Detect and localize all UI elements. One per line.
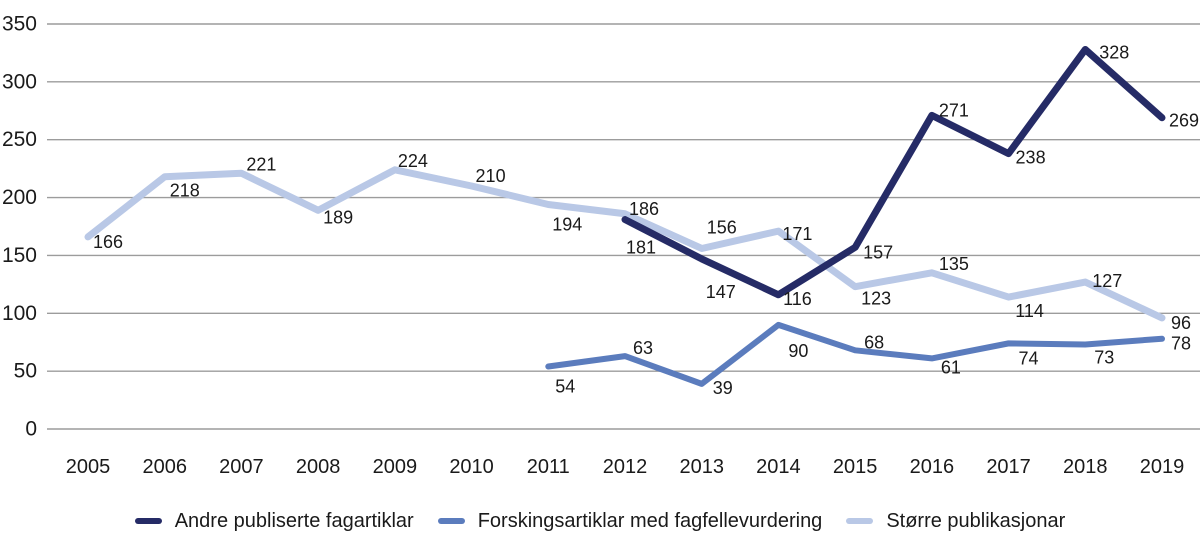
- data-label: 224: [398, 151, 428, 171]
- y-axis-tick-label: 300: [2, 70, 37, 93]
- y-axis-tick-label: 100: [2, 302, 37, 325]
- x-axis-tick-label: 2019: [1140, 456, 1185, 478]
- data-label: 157: [863, 242, 893, 262]
- data-label: 186: [629, 199, 659, 219]
- series-line-forskingsartiklar-med-fagfellevurdering: [545, 321, 1165, 387]
- x-axis-tick-label: 2008: [296, 456, 341, 478]
- data-label: 181: [626, 238, 656, 258]
- data-label: 171: [782, 224, 812, 244]
- legend-label: Større publikasjonar: [886, 509, 1066, 532]
- legend-swatch-medium-blue: [437, 518, 465, 524]
- data-label: 127: [1092, 271, 1122, 291]
- data-label: 73: [1094, 348, 1114, 368]
- legend-item-storre-publikasjonar: Større publikasjonar: [846, 510, 1065, 533]
- data-label: 328: [1099, 42, 1129, 62]
- data-label: 123: [861, 289, 891, 309]
- y-axis-tick-label: 0: [25, 418, 37, 441]
- data-label: 221: [246, 154, 276, 174]
- x-axis-tick-label: 2017: [986, 456, 1031, 478]
- data-label: 238: [1016, 148, 1046, 168]
- data-label: 68: [864, 332, 884, 352]
- x-axis-tick-label: 2013: [679, 456, 724, 478]
- x-axis-tick-label: 2014: [756, 456, 801, 478]
- data-label: 269: [1169, 111, 1199, 131]
- data-label: 147: [706, 282, 736, 302]
- data-label: 271: [939, 100, 969, 120]
- data-label: 210: [476, 166, 506, 186]
- x-axis-tick-label: 2009: [373, 456, 418, 478]
- y-axis-tick-label: 150: [2, 244, 37, 267]
- x-axis-tick-label: 2018: [1063, 456, 1108, 478]
- data-label: 189: [323, 207, 353, 227]
- data-label: 194: [552, 215, 582, 235]
- data-label: 156: [707, 217, 737, 237]
- x-axis-tick-label: 2011: [527, 456, 570, 478]
- data-label: 78: [1171, 334, 1191, 354]
- x-axis-tick-label: 2005: [66, 456, 111, 478]
- series-line-andre-publiserte-fagartiklar: [621, 45, 1166, 299]
- data-label: 61: [941, 357, 961, 377]
- data-label: 90: [788, 341, 808, 361]
- legend-item-andre-publiserte-fagartiklar: Andre publiserte fagartiklar: [134, 509, 414, 533]
- plot-area: 0 50 100 150 200 250 300 350 2005 2006 2007 2008 200…: [2, 13, 1200, 478]
- legend-label: Forskingsartiklar med fagfellevurdering: [477, 509, 823, 532]
- data-label: 218: [170, 181, 200, 201]
- data-label: 63: [633, 338, 653, 358]
- data-label: 54: [555, 377, 575, 397]
- legend-swatch-light-blue: [846, 518, 874, 524]
- y-axis-tick-label: 50: [14, 360, 37, 383]
- x-axis-tick-label: 2010: [449, 456, 494, 478]
- data-label: 39: [713, 378, 733, 398]
- y-axis-tick-label: 200: [2, 186, 37, 209]
- x-axis-tick-label: 2006: [142, 456, 187, 478]
- series-line-st-rre-publikasjonar: [84, 166, 1166, 322]
- x-axis-tick-label: 2012: [603, 456, 648, 478]
- legend: Andre publiserte fagartiklar Forskingsar…: [0, 501, 1200, 541]
- data-label: 135: [939, 254, 969, 274]
- data-label: 74: [1019, 348, 1039, 368]
- x-axis-tick-label: 2007: [219, 456, 264, 478]
- data-label: 166: [93, 232, 123, 252]
- y-axis-tick-label: 250: [2, 128, 37, 151]
- data-label: 114: [1015, 301, 1044, 321]
- legend-item-forskingsartiklar: Forskingsartiklar med fagfellevurdering: [437, 509, 823, 533]
- legend-swatch-dark-navy: [134, 518, 162, 524]
- y-axis-tick-label: 350: [2, 13, 37, 36]
- data-label: 116: [783, 289, 812, 309]
- x-axis-tick-label: 2016: [910, 456, 955, 478]
- x-axis-tick-label: 2015: [833, 456, 878, 478]
- data-label: 96: [1171, 313, 1191, 333]
- legend-label: Andre publiserte fagartiklar: [174, 509, 414, 532]
